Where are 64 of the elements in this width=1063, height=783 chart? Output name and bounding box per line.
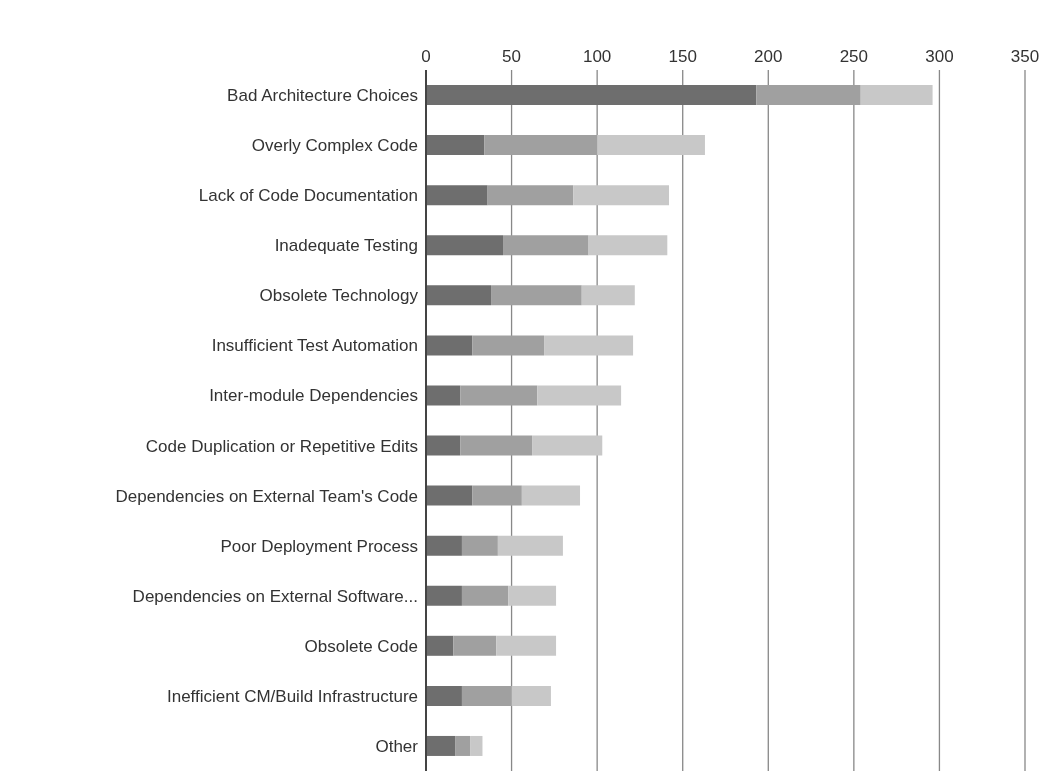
bar: [544, 335, 634, 356]
bar: [487, 185, 574, 206]
y-tick-label: Obsolete Code: [304, 636, 418, 656]
bar: [461, 535, 498, 556]
bar: [461, 585, 509, 606]
bar: [426, 185, 488, 206]
bar: [426, 335, 473, 356]
y-tick-label: Overly Complex Code: [251, 136, 418, 156]
bar: [497, 535, 563, 556]
bar: [496, 635, 557, 656]
bar: [472, 485, 522, 506]
bar: [503, 235, 589, 256]
x-tick-label: 150: [668, 47, 697, 66]
bar: [426, 585, 462, 606]
bar: [581, 285, 635, 306]
bar: [426, 285, 492, 306]
x-tick-label: 50: [502, 47, 522, 66]
bar: [426, 735, 456, 756]
y-tick-label: Dependencies on External Team's Code: [115, 486, 418, 506]
y-tick-label: Obsolete Technology: [259, 286, 419, 306]
bar: [532, 435, 603, 456]
bar: [426, 535, 462, 556]
y-tick-label: Inefficient CM/Build Infrastructure: [166, 686, 418, 706]
bar: [426, 635, 454, 656]
bar: [426, 135, 485, 156]
bar: [484, 135, 598, 156]
bar: [470, 735, 483, 756]
bar: [426, 485, 473, 506]
bar: [426, 235, 504, 256]
bar: [426, 685, 462, 706]
bar: [597, 135, 705, 156]
bar: [491, 285, 582, 306]
y-tick-label: Inadequate Testing: [274, 236, 418, 256]
bar: [453, 635, 497, 656]
bar: [511, 685, 551, 706]
bar: [521, 485, 581, 506]
bar: [460, 385, 538, 406]
bar: [573, 185, 670, 206]
x-tick-label: 350: [1010, 47, 1040, 66]
bar: [426, 85, 757, 106]
y-tick-label: Insufficient Test Automation: [211, 336, 418, 356]
x-tick-label: 100: [582, 47, 612, 66]
y-tick-label: Inter-module Dependencies: [209, 386, 418, 406]
bar: [461, 685, 512, 706]
bar: [460, 435, 533, 456]
x-tick-label: 300: [925, 47, 954, 66]
bar: [756, 85, 861, 106]
bar: [588, 235, 668, 256]
bar: [537, 385, 622, 406]
bar: [508, 585, 557, 606]
bar: [472, 335, 545, 356]
y-tick-label: Dependencies on External Software...: [132, 586, 418, 606]
bar: [426, 435, 461, 456]
bar: [860, 85, 933, 106]
y-tick-label: Lack of Code Documentation: [198, 186, 418, 206]
bar: [455, 735, 471, 756]
x-tick-label: 200: [754, 47, 783, 66]
y-tick-label: Poor Deployment Process: [220, 536, 418, 556]
x-tick-label: 0: [421, 47, 431, 66]
y-tick-label: Code Duplication or Repetitive Edits: [145, 436, 418, 456]
x-tick-label: 250: [839, 47, 869, 66]
y-tick-label: Other: [375, 737, 419, 756]
y-tick-label: Bad Architecture Choices: [227, 86, 418, 106]
bar: [426, 385, 461, 406]
